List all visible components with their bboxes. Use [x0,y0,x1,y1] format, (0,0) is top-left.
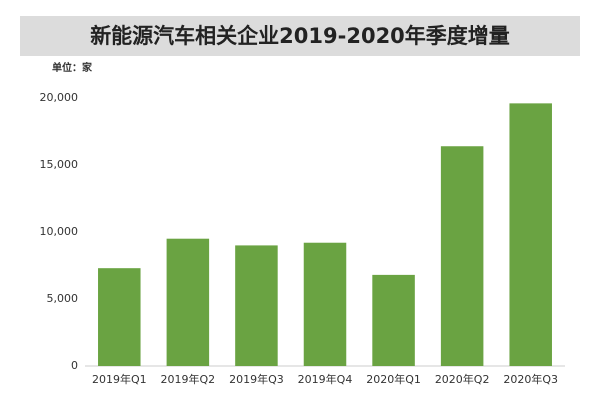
x-tick-label: 2020年Q2 [435,372,490,386]
x-tick-label: 2019年Q3 [229,372,284,386]
y-tick-label: 20,000 [40,91,79,104]
y-tick-label: 0 [71,359,78,372]
bar [235,245,278,366]
y-tick-label: 10,000 [40,225,79,238]
title-bar [20,16,580,56]
x-tick-label: 2019年Q2 [161,372,216,386]
bar [98,268,141,366]
bar [166,238,210,366]
x-tick-label: 2020年Q1 [366,372,421,386]
bar [372,274,415,366]
chart-title: 新能源汽车相关企业2019-2020年季度增量 [90,24,510,48]
bar [509,103,552,367]
bar [440,146,484,366]
y-tick-label: 15,000 [40,158,79,171]
x-tick-label: 2019年Q1 [92,372,147,386]
x-tick-label: 2019年Q4 [298,372,353,386]
x-tick-label: 2020年Q3 [503,372,558,386]
unit-label: 单位：家 [52,61,93,74]
bar [303,242,347,366]
y-tick-label: 5,000 [47,292,79,305]
